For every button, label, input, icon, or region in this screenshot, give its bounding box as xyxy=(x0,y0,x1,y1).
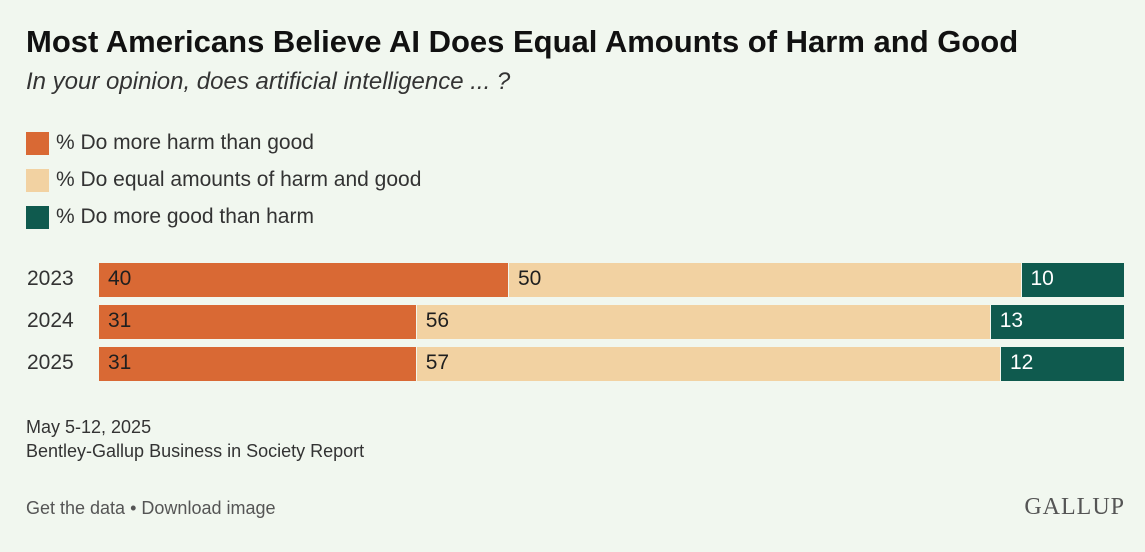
data-label-good-2023: 10 xyxy=(1030,267,1054,290)
year-label-2024: 2024 xyxy=(27,309,74,332)
legend-item-good: % Do more good than harm xyxy=(26,204,421,230)
bar-segment-harm-2025: 31 xyxy=(99,347,417,381)
bar-row-2024: 2024 31 56 13 xyxy=(0,305,1145,339)
footer-links: Get the data • Download image xyxy=(26,498,276,519)
bar-segment-harm-2024: 31 xyxy=(99,305,417,339)
bar-segment-good-2025: 12 xyxy=(1001,347,1124,381)
legend-item-harm: % Do more harm than good xyxy=(26,130,421,156)
legend-label-good: % Do more good than harm xyxy=(56,205,314,228)
download-image-link[interactable]: Download image xyxy=(141,498,276,518)
data-label-equal-2024: 56 xyxy=(425,309,450,332)
data-label-harm-2024: 31 xyxy=(108,309,132,332)
chart-subtitle: In your opinion, does artificial intelli… xyxy=(26,68,511,95)
data-label-harm-2025: 31 xyxy=(108,351,132,374)
legend-swatch-equal xyxy=(26,168,49,192)
bar-segment-equal-2023: 50 xyxy=(509,263,1022,297)
bar-row-2025: 2025 31 57 12 xyxy=(0,347,1145,381)
bar-segment-good-2023: 10 xyxy=(1021,263,1124,297)
data-label-equal-2023: 50 xyxy=(518,267,542,290)
data-label-equal-2025: 57 xyxy=(425,351,450,374)
bar-segment-good-2024: 13 xyxy=(990,305,1124,339)
legend: % Do more harm than good % Do equal amou… xyxy=(26,130,421,241)
data-label-good-2025: 12 xyxy=(1010,351,1034,374)
data-label-harm-2023: 40 xyxy=(108,267,132,290)
legend-swatch-harm xyxy=(26,131,49,155)
source-note: Bentley-Gallup Business in Society Repor… xyxy=(26,441,365,461)
survey-date: May 5-12, 2025 xyxy=(26,417,152,437)
chart-title: Most Americans Believe AI Does Equal Amo… xyxy=(26,24,1019,59)
legend-label-equal: % Do equal amounts of harm and good xyxy=(56,168,422,191)
link-separator: • xyxy=(130,498,137,518)
get-data-link[interactable]: Get the data xyxy=(26,498,126,518)
bar-segment-harm-2023: 40 xyxy=(99,263,509,297)
year-label-2023: 2023 xyxy=(27,267,74,290)
bar-segment-equal-2025: 57 xyxy=(416,347,1001,381)
gallup-logo: GALLUP xyxy=(1024,494,1125,520)
data-label-good-2024: 13 xyxy=(999,309,1024,332)
year-label-2025: 2025 xyxy=(27,351,74,374)
stacked-bar-chart: 2023 40 50 10 2024 31 56 13 2025 31 57 12 xyxy=(0,263,1145,385)
bar-row-2023: 2023 40 50 10 xyxy=(0,263,1145,297)
legend-label-harm: % Do more harm than good xyxy=(56,131,314,154)
legend-swatch-good xyxy=(26,205,49,229)
legend-item-equal: % Do equal amounts of harm and good xyxy=(26,167,421,193)
bar-segment-equal-2024: 56 xyxy=(416,305,991,339)
